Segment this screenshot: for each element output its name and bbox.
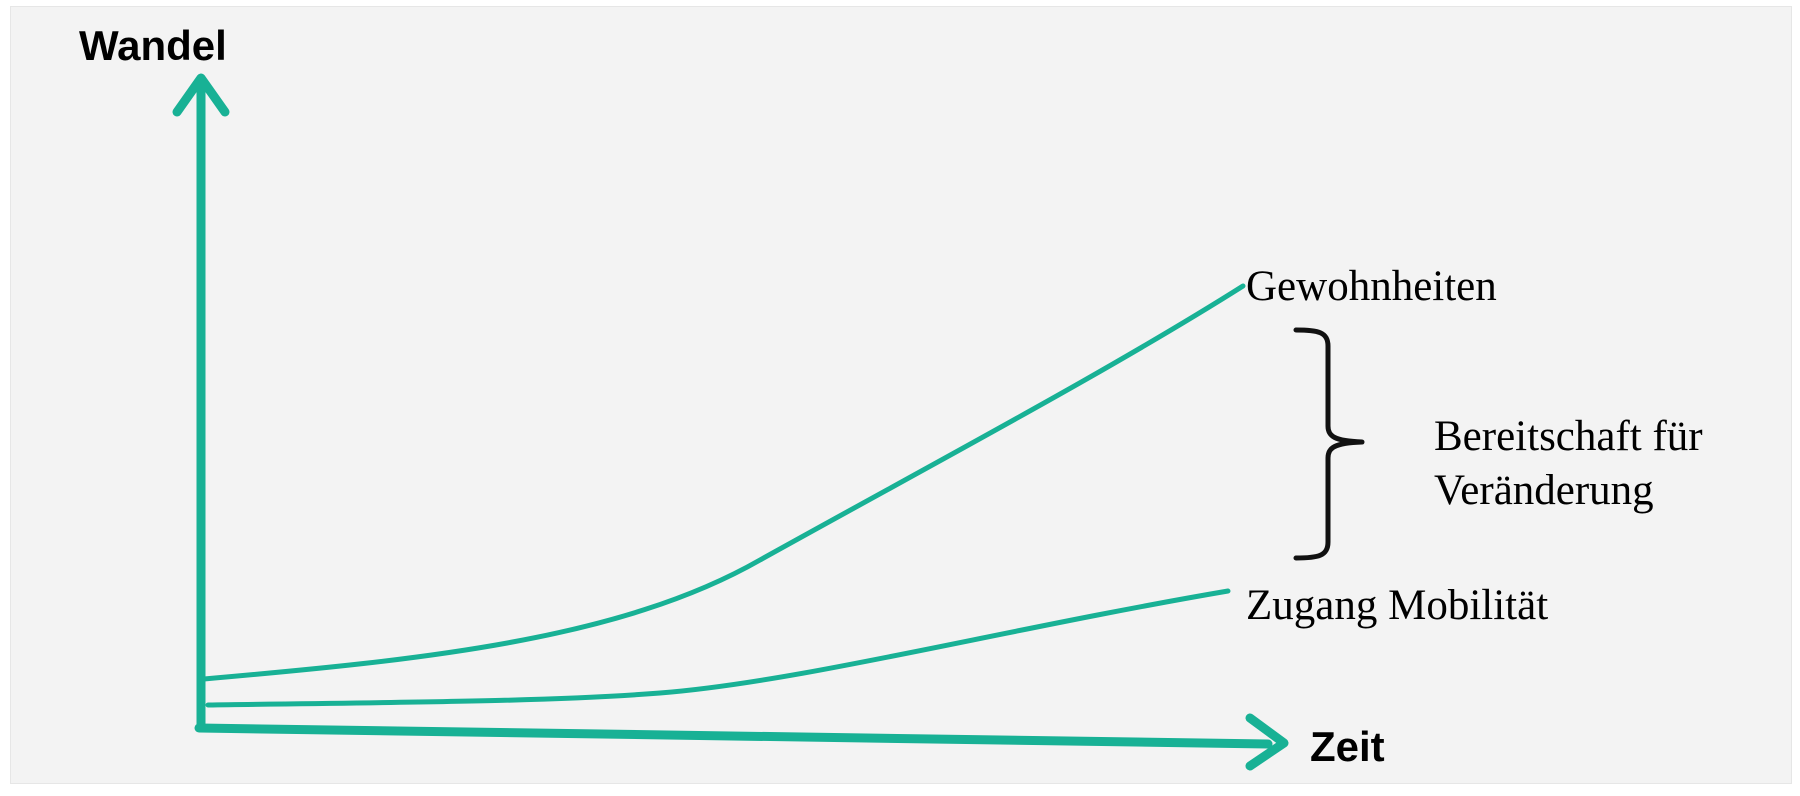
curve-label-zugang-mobilitaet: Zugang Mobilität	[1246, 582, 1548, 629]
x-axis-arrowhead	[1245, 713, 1289, 771]
brace-label-line2: Veränderung	[1434, 467, 1654, 514]
curve-zugang-mobilitaet	[205, 588, 1231, 708]
x-axis-label: Zeit	[1310, 723, 1385, 770]
x-axis-line	[194, 723, 1273, 749]
curly-brace	[1293, 327, 1365, 561]
brace-label-line1: Bereitschaft für	[1434, 413, 1703, 460]
y-axis-label: Wandel	[79, 22, 227, 69]
curve-gewohnheiten	[201, 283, 1246, 682]
y-axis-arrowhead	[172, 73, 230, 117]
curve-label-gewohnheiten: Gewohnheiten	[1246, 263, 1497, 310]
